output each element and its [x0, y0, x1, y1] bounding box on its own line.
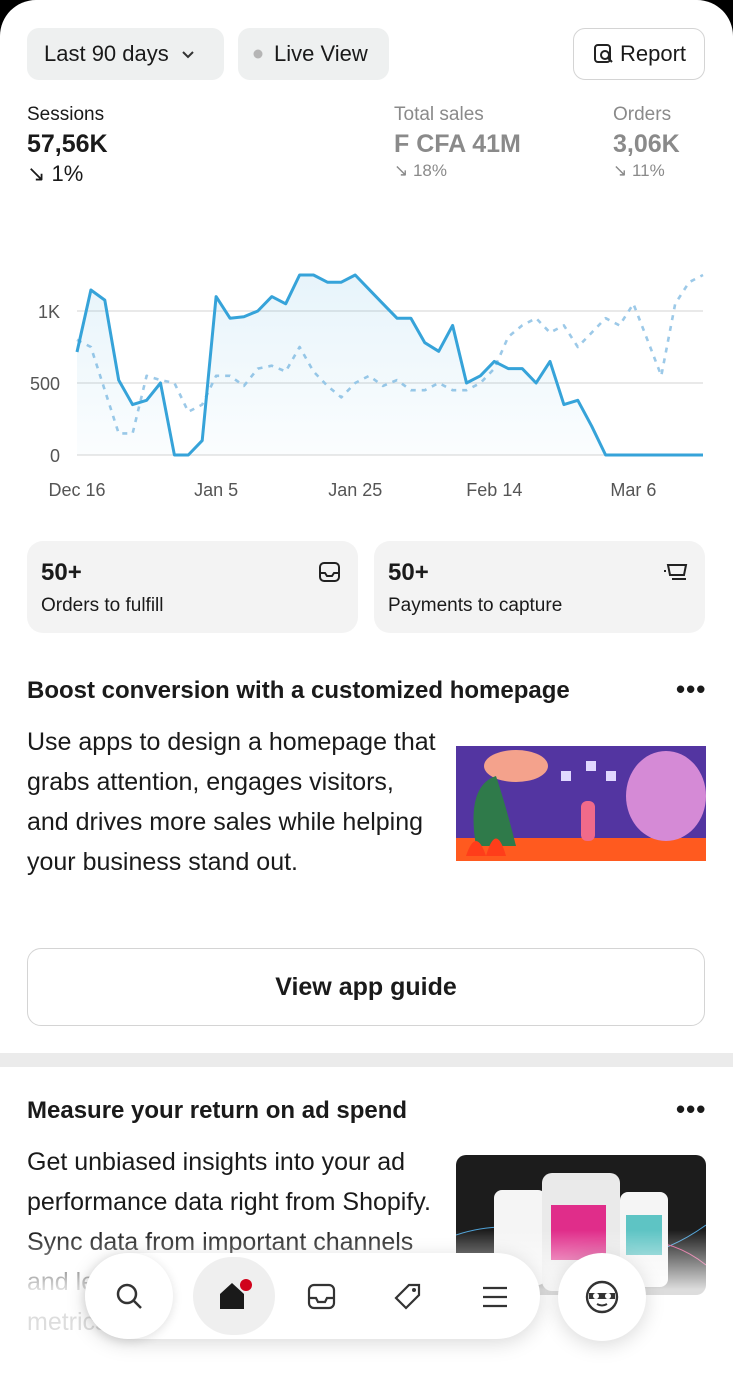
metric-label: Sessions [27, 104, 105, 125]
card-body: Use apps to design a homepage that grabs… [27, 728, 436, 876]
change-text: 1% [51, 161, 84, 186]
y-tick-label: 1K [38, 302, 60, 322]
metric-value: F CFA 41M [394, 130, 521, 158]
payment-icon [664, 564, 688, 580]
metric-change: ↘ 11% [613, 161, 665, 180]
button-label: View app guide [275, 972, 457, 1001]
chevron [182, 51, 194, 59]
more-button[interactable]: ••• [676, 674, 707, 704]
assistant-icon [585, 1280, 619, 1314]
area [77, 275, 703, 455]
y-tick-label: 0 [50, 446, 60, 466]
live-view-button[interactable]: Live View [238, 28, 389, 80]
metric[interactable]: Orders 3,06K ↘ 11% [613, 104, 680, 181]
x-tick-label: Jan 5 [194, 480, 238, 500]
task-card[interactable]: 50+ Orders to fulfill [27, 541, 358, 633]
more-button[interactable]: ••• [676, 1094, 707, 1124]
card-title: Measure your return on ad spend [27, 1097, 408, 1124]
dot [253, 49, 263, 59]
series-line [75, 273, 703, 457]
date-range-button[interactable]: Last 90 days [27, 28, 224, 80]
task-label: Payments to capture [388, 595, 563, 616]
live-label: Live View [274, 41, 368, 66]
x-tick-label: Dec 16 [48, 480, 105, 500]
date-range-label: Last 90 days [44, 41, 169, 66]
orders-icon[interactable] [307, 1282, 337, 1312]
x-tick-label: Feb 14 [466, 480, 522, 500]
x-tick-label: Jan 25 [328, 480, 382, 500]
metric-value: 57,56K [27, 130, 108, 158]
search-icon [116, 1283, 142, 1309]
home-icon [220, 1279, 252, 1309]
change-text: 11% [631, 161, 665, 180]
metric-value: 3,06K [613, 130, 680, 158]
metric-change: ↘ 18% [394, 161, 447, 180]
nav-bar [85, 1253, 540, 1339]
products-icon[interactable] [393, 1282, 423, 1312]
metric-label: Orders [613, 104, 672, 125]
divider [0, 1053, 733, 1067]
task-label: Orders to fulfill [41, 595, 164, 616]
task-count: 50+ [41, 559, 82, 586]
metric[interactable]: Sessions 57,56K ↘ 1% [27, 104, 108, 187]
task-card[interactable]: 50+ Payments to capture [374, 541, 705, 633]
report-label: Report [620, 41, 687, 66]
task-count: 50+ [388, 559, 429, 586]
metric[interactable]: Total sales F CFA 41M ↘ 18% [394, 104, 521, 181]
home-button[interactable] [193, 1257, 275, 1335]
change-text: 18% [412, 161, 447, 180]
report-button[interactable]: Report [573, 28, 705, 80]
y-tick-label: 500 [30, 374, 60, 394]
sessions-chart: 0 500 1K Dec 16 Jan 5 Jan 25 Feb 14 Mar 6 [30, 273, 704, 500]
card-title: Boost conversion with a customized homep… [27, 677, 570, 704]
menu-icon[interactable] [481, 1284, 509, 1310]
metric-change: ↘ 1% [27, 161, 84, 186]
assistant-button[interactable] [558, 1253, 646, 1341]
metric-label: Total sales [394, 104, 484, 125]
promo-image [456, 746, 706, 861]
series-line [76, 273, 704, 435]
x-tick-label: Mar 6 [610, 480, 656, 500]
guide-button[interactable]: View app guide [27, 948, 705, 1026]
inbox-icon [319, 562, 340, 582]
search-button[interactable] [85, 1253, 173, 1339]
report-icon [594, 44, 613, 63]
